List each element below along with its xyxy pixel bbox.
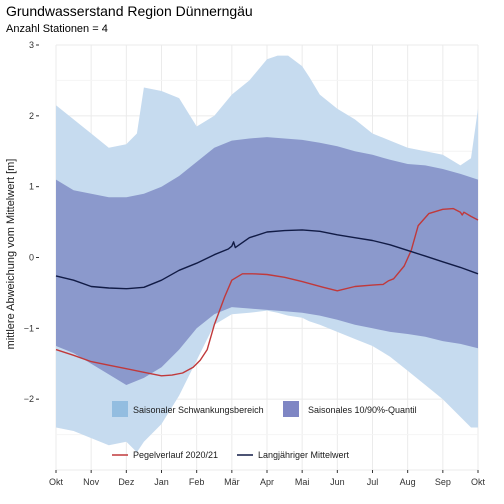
series-line-pegel <box>55 207 479 377</box>
series-line-mean <box>55 229 479 290</box>
x-tick-label: Mai <box>295 477 310 487</box>
legend-swatch-quantile <box>283 401 299 417</box>
legend: Saisonaler Schwankungsbereich Saisonales… <box>112 401 417 460</box>
x-tick-label: Mär <box>224 477 240 487</box>
x-tick-label: Okt <box>49 477 64 487</box>
x-tick-label: Apr <box>260 477 274 487</box>
legend-swatch-range <box>112 401 128 417</box>
legend-label-range: Saisonaler Schwankungsbereich <box>133 405 264 415</box>
x-tick-label: Okt <box>471 477 486 487</box>
legend-label-mean: Langjähriger Mittelwert <box>258 450 350 460</box>
legend-label-quantile: Saisonales 10/90%-Quantil <box>308 405 417 415</box>
x-tick-label: Aug <box>400 477 416 487</box>
y-tick-label: 3 <box>29 40 34 50</box>
x-axis-ticks: Okt Nov Dez Jan Feb Mär Apr Mai Jun Jul Aug Sep Okt <box>49 470 486 487</box>
y-tick-label: −1 <box>24 323 34 333</box>
legend-label-pegel: Pegelverlauf 2020/21 <box>133 450 218 460</box>
band-quantile <box>56 137 478 385</box>
y-tick-label: 0 <box>29 253 34 263</box>
chart-title: Grundwasserstand Region Dünnerngäu <box>6 3 253 19</box>
y-axis-ticks: 3 2 1 0 −1 −2 <box>24 40 39 404</box>
series-lines <box>55 207 479 377</box>
y-tick-label: 2 <box>29 111 34 121</box>
x-tick-label: Jun <box>330 477 345 487</box>
x-tick-label: Feb <box>189 477 205 487</box>
y-axis-label: mittlere Abweichung vom Mittelwert [m] <box>5 159 17 350</box>
x-tick-label: Nov <box>83 477 100 487</box>
x-tick-label: Jan <box>154 477 169 487</box>
bands <box>56 55 478 453</box>
x-tick-label: Dez <box>118 477 135 487</box>
y-tick-label: −2 <box>24 394 34 404</box>
chart-subtitle: Anzahl Stationen = 4 <box>6 23 108 35</box>
x-tick-label: Sep <box>435 477 451 487</box>
x-tick-label: Jul <box>367 477 379 487</box>
y-tick-label: 1 <box>29 182 34 192</box>
